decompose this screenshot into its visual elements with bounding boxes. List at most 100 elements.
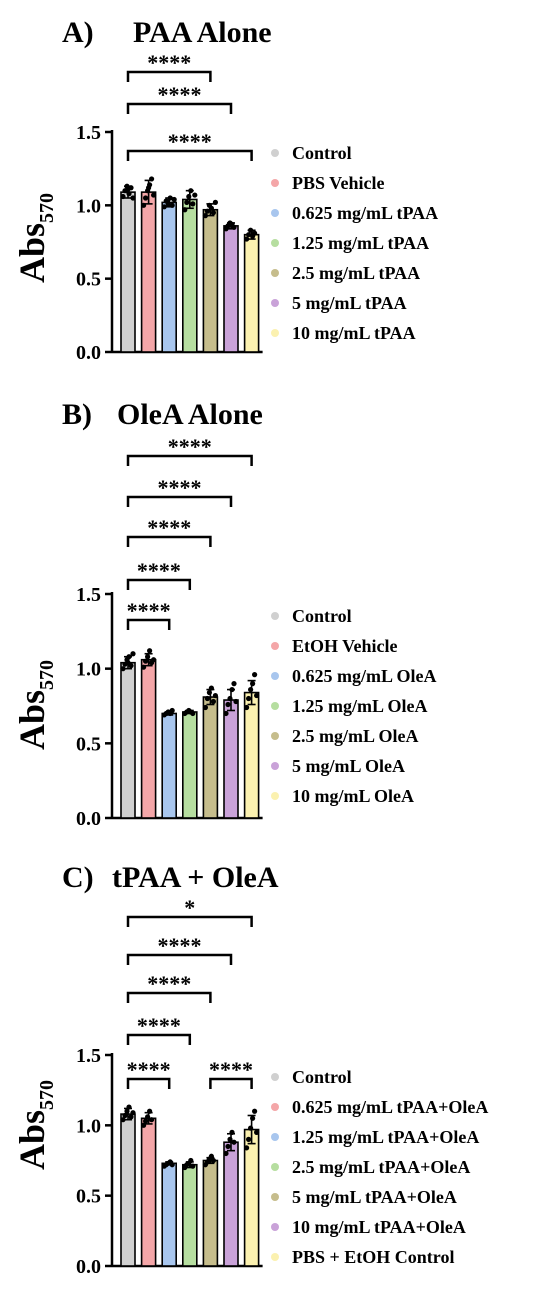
data-point: [202, 704, 208, 711]
legend-marker: [271, 1253, 279, 1261]
panel-b-label: B): [62, 398, 92, 431]
legend-marker: [271, 762, 279, 770]
significance-label: ****: [168, 129, 212, 154]
y-tick-label: 1.5: [76, 122, 101, 144]
panel-b-title: OleA Alone: [117, 398, 263, 431]
legend-label: 5 mg/mL OleA: [292, 756, 405, 776]
bar: [182, 1163, 198, 1267]
data-point: [190, 1163, 196, 1169]
legend-marker: [271, 149, 279, 157]
bar: [140, 658, 157, 819]
data-point: [254, 1129, 260, 1135]
data-point: [227, 695, 233, 702]
data-point: [229, 686, 235, 693]
legend-label: 1.25 mg/mL OleA: [292, 696, 428, 716]
data-point: [120, 1117, 126, 1123]
data-point: [147, 1108, 153, 1114]
data-point: [145, 654, 151, 660]
legend-label: 0.625 mg/mL OleA: [292, 666, 437, 686]
data-point: [233, 698, 239, 705]
panel-c-label: C): [62, 861, 94, 894]
legend-marker: [271, 1193, 279, 1201]
significance-label: ****: [158, 933, 202, 958]
y-tick-label: 1.0: [76, 659, 101, 681]
significance-label: ****: [137, 558, 181, 583]
data-point: [165, 201, 171, 207]
legend-label: 1.25 mg/mL tPAA+OleA: [292, 1127, 479, 1147]
data-point: [206, 689, 212, 696]
data-point: [120, 666, 126, 672]
significance-label: ****: [127, 1057, 171, 1082]
legend-label: 10 mg/mL tPAA+OleA: [292, 1217, 466, 1237]
legend-marker: [271, 732, 279, 740]
data-point: [208, 685, 214, 691]
bar: [161, 1162, 177, 1267]
bar: [120, 191, 136, 353]
data-point: [225, 701, 231, 708]
data-point: [125, 186, 131, 192]
legend-label: PBS + EtOH Control: [292, 1247, 454, 1267]
data-point: [126, 654, 132, 660]
legend-marker: [271, 702, 279, 710]
legend-label: 1.25 mg/mL tPAA: [292, 233, 429, 253]
bar: [120, 1113, 136, 1267]
y-tick-label: 0.0: [76, 1256, 101, 1278]
data-point: [250, 1115, 256, 1121]
legend-label: Control: [292, 1067, 352, 1087]
y-tick-label: 1.5: [76, 1045, 101, 1067]
legend-label: EtOH Vehicle: [292, 636, 398, 656]
y-tick-label: 1.5: [76, 584, 101, 606]
data-point: [128, 1114, 134, 1120]
legend-label: 2.5 mg/mL tPAA: [292, 263, 420, 283]
data-point: [231, 1139, 237, 1145]
data-point: [244, 1145, 250, 1151]
data-point: [147, 648, 153, 654]
data-point: [124, 1108, 130, 1114]
legend-label: 10 mg/mL tPAA: [292, 323, 416, 343]
significance-label: ****: [158, 82, 202, 107]
panel-c: C) tPAA + OleA Abs570 0.00.51.01.5******…: [12, 861, 488, 1278]
legend-label: 5 mg/mL tPAA+OleA: [292, 1187, 457, 1207]
y-tick-label: 1.0: [76, 1115, 101, 1137]
data-point: [248, 1125, 254, 1131]
significance-label: ****: [127, 598, 171, 623]
data-point: [244, 236, 250, 242]
y-tick-label: 0.0: [76, 808, 101, 830]
significance-bracket: [126, 953, 233, 965]
legend-marker: [271, 642, 279, 650]
significance-label: ****: [147, 971, 191, 996]
significance-bracket: [126, 535, 212, 547]
data-point: [250, 681, 256, 687]
data-point: [186, 193, 192, 200]
data-point: [126, 1104, 132, 1110]
significance-bracket: [126, 1033, 192, 1045]
legend-marker: [271, 239, 279, 247]
legend-label: 10 mg/mL OleA: [292, 786, 414, 806]
data-point: [188, 188, 194, 194]
significance-bracket: [126, 991, 212, 1003]
data-point: [252, 230, 258, 236]
panel-a: A) PAA Alone Abs570 0.0 0.5 1.0 1.5 **** ****…: [12, 16, 438, 364]
data-point: [212, 199, 218, 205]
significance-bracket: [126, 915, 253, 927]
legend-marker: [271, 329, 279, 337]
legend-marker: [271, 179, 279, 187]
significance-label: ****: [137, 1013, 181, 1038]
data-point: [204, 208, 210, 214]
data-point: [184, 199, 190, 205]
bar: [202, 1159, 219, 1267]
bar: [140, 1117, 157, 1267]
data-point: [248, 227, 254, 233]
data-point: [143, 195, 149, 201]
data-point: [192, 192, 198, 198]
significance-bracket: [126, 1077, 171, 1089]
data-point: [169, 707, 175, 714]
y-tick-label: 1.0: [76, 195, 101, 217]
data-point: [151, 192, 157, 198]
data-point: [169, 1162, 175, 1168]
data-point: [188, 1157, 194, 1164]
bar: [223, 1141, 239, 1267]
bar: [243, 691, 260, 819]
panel-b: B) OleA Alone Abs570 0.0 0.5 1.0 1.5 **** ***…: [12, 398, 437, 830]
significance-bracket: [209, 1077, 253, 1089]
